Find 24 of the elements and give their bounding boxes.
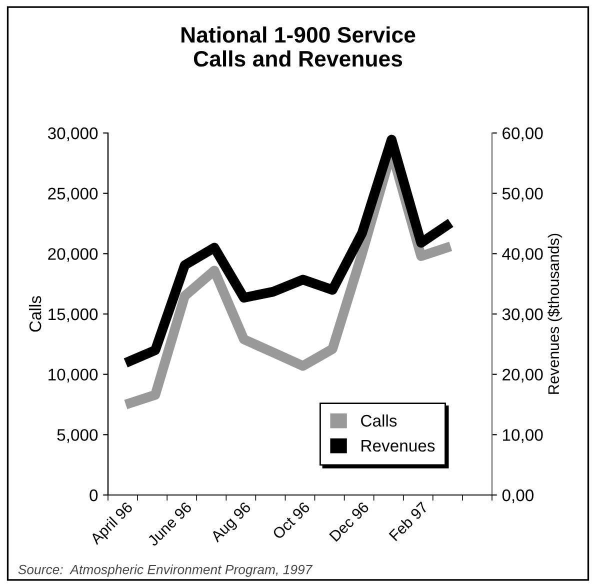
y2-tick-label: 20,00 [502,368,543,383]
x-tick-label: Feb 97 [388,501,429,542]
y2-tick-label: 40,00 [502,248,543,262]
y-tick-label: 30,000 [48,127,98,142]
y2-tick-label: 50,00 [502,188,543,202]
legend-label: Revenues [362,440,435,452]
y-tick-label: 25,000 [48,188,98,202]
y-tick-label: 10,000 [48,368,98,383]
y2-tick-label: 30,00 [502,308,543,322]
y2-tick-label: 10,00 [502,429,543,443]
x-tick-label: Dec 96 [328,501,370,542]
y-tick-label: 15,000 [48,308,98,322]
y2-tick-label: 0,00 [502,489,534,504]
y-tick-label: 20,000 [48,248,98,262]
y-tick-label: 0 [90,489,98,502]
y2-tick-label: 60,00 [502,127,543,142]
chart-title: National 1-900 Service Calls and Revenues [182,26,416,67]
x-tick-label: Oct 96 [272,501,310,540]
legend-label: Calls [361,414,397,427]
x-tick-label: Aug 96 [210,501,254,545]
y-tick-label: 5,000 [57,429,98,443]
source-note: Source: Atmospheric Environment Program, 1997 [18,564,313,577]
y2-axis-title: Revenues ($thousands) [548,234,562,394]
y-axis-title: Calls [28,296,42,332]
